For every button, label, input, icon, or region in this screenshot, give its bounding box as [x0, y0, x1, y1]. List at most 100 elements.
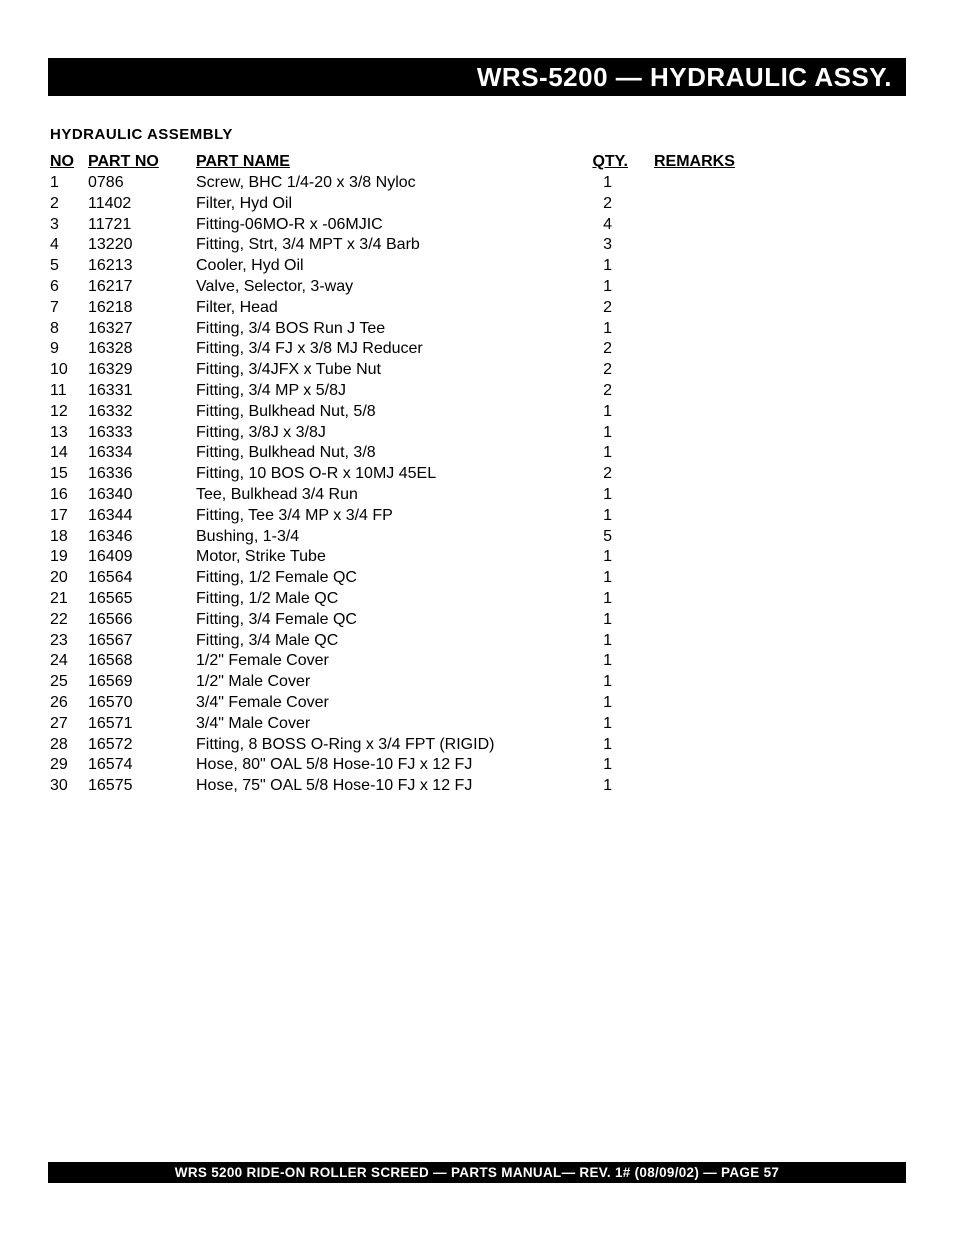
cell-no: 20: [50, 568, 88, 589]
cell-part-name: Screw, BHC 1/4-20 x 3/8 Nyloc: [196, 173, 586, 194]
cell-part-name: Fitting-06MO-R x -06MJIC: [196, 215, 586, 236]
table-header-row: NO PART NO PART NAME QTY. REMARKS: [50, 153, 908, 173]
cell-part-name: 3/4" Male Cover: [196, 714, 586, 735]
cell-qty: 2: [586, 339, 654, 360]
cell-no: 22: [50, 610, 88, 631]
cell-part-name: Fitting, 8 BOSS O-Ring x 3/4 FPT (RIGID): [196, 735, 586, 756]
cell-part-name: Valve, Selector, 3-way: [196, 277, 586, 298]
cell-remarks: [654, 589, 908, 610]
cell-part-no: 16218: [88, 298, 196, 319]
cell-no: 11: [50, 381, 88, 402]
cell-part-no: 16565: [88, 589, 196, 610]
cell-remarks: [654, 568, 908, 589]
cell-remarks: [654, 277, 908, 298]
cell-qty: 2: [586, 381, 654, 402]
cell-part-no: 0786: [88, 173, 196, 194]
cell-no: 16: [50, 485, 88, 506]
cell-qty: 1: [586, 589, 654, 610]
table-row: 27165713/4" Male Cover1: [50, 714, 908, 735]
table-row: 2216566Fitting, 3/4 Female QC1: [50, 610, 908, 631]
table-row: 311721Fitting-06MO-R x -06MJIC4: [50, 215, 908, 236]
cell-part-no: 16575: [88, 776, 196, 797]
cell-no: 18: [50, 527, 88, 548]
cell-no: 10: [50, 360, 88, 381]
cell-no: 27: [50, 714, 88, 735]
cell-remarks: [654, 547, 908, 568]
cell-part-no: 16327: [88, 319, 196, 340]
cell-remarks: [654, 194, 908, 215]
cell-remarks: [654, 485, 908, 506]
cell-part-no: 11721: [88, 215, 196, 236]
table-row: 1616340Tee, Bulkhead 3/4 Run1: [50, 485, 908, 506]
cell-qty: 2: [586, 194, 654, 215]
cell-remarks: [654, 693, 908, 714]
cell-part-name: Tee, Bulkhead 3/4 Run: [196, 485, 586, 506]
cell-part-no: 16328: [88, 339, 196, 360]
cell-part-no: 16567: [88, 631, 196, 652]
cell-no: 1: [50, 173, 88, 194]
cell-part-name: Fitting, 3/4 MP x 5/8J: [196, 381, 586, 402]
cell-part-no: 16332: [88, 402, 196, 423]
table-row: 916328Fitting, 3/4 FJ x 3/8 MJ Reducer2: [50, 339, 908, 360]
cell-qty: 5: [586, 527, 654, 548]
table-row: 616217Valve, Selector, 3-way1: [50, 277, 908, 298]
cell-part-no: 16571: [88, 714, 196, 735]
cell-no: 30: [50, 776, 88, 797]
cell-qty: 1: [586, 735, 654, 756]
cell-qty: 1: [586, 547, 654, 568]
cell-part-name: Fitting, Strt, 3/4 MPT x 3/4 Barb: [196, 235, 586, 256]
cell-qty: 1: [586, 651, 654, 672]
cell-qty: 1: [586, 256, 654, 277]
cell-part-no: 16334: [88, 443, 196, 464]
cell-no: 24: [50, 651, 88, 672]
cell-qty: 2: [586, 360, 654, 381]
col-header-name: PART NAME: [196, 153, 586, 173]
cell-remarks: [654, 651, 908, 672]
cell-qty: 3: [586, 235, 654, 256]
cell-remarks: [654, 381, 908, 402]
table-row: 1116331Fitting, 3/4 MP x 5/8J2: [50, 381, 908, 402]
cell-part-no: 16564: [88, 568, 196, 589]
cell-no: 9: [50, 339, 88, 360]
cell-no: 21: [50, 589, 88, 610]
table-row: 2016564Fitting, 1/2 Female QC1: [50, 568, 908, 589]
cell-part-no: 16570: [88, 693, 196, 714]
cell-remarks: [654, 402, 908, 423]
title-bar: WRS-5200 — HYDRAULIC ASSY.: [48, 58, 906, 96]
table-row: 25165691/2" Male Cover1: [50, 672, 908, 693]
cell-qty: 1: [586, 402, 654, 423]
cell-part-name: Hose, 75" OAL 5/8 Hose-10 FJ x 12 FJ: [196, 776, 586, 797]
cell-remarks: [654, 506, 908, 527]
table-row: 1716344Fitting, Tee 3/4 MP x 3/4 FP1: [50, 506, 908, 527]
cell-remarks: [654, 755, 908, 776]
cell-part-name: Filter, Hyd Oil: [196, 194, 586, 215]
cell-part-name: 1/2" Male Cover: [196, 672, 586, 693]
cell-remarks: [654, 443, 908, 464]
cell-no: 12: [50, 402, 88, 423]
table-row: 2116565Fitting, 1/2 Male QC1: [50, 589, 908, 610]
cell-qty: 1: [586, 423, 654, 444]
cell-remarks: [654, 360, 908, 381]
cell-remarks: [654, 173, 908, 194]
cell-qty: 1: [586, 755, 654, 776]
cell-part-name: Fitting, Bulkhead Nut, 5/8: [196, 402, 586, 423]
cell-part-no: 16331: [88, 381, 196, 402]
cell-part-no: 16333: [88, 423, 196, 444]
cell-no: 19: [50, 547, 88, 568]
cell-remarks: [654, 256, 908, 277]
cell-part-name: Fitting, 1/2 Male QC: [196, 589, 586, 610]
cell-qty: 1: [586, 568, 654, 589]
cell-part-no: 16346: [88, 527, 196, 548]
table-row: 716218Filter, Head2: [50, 298, 908, 319]
table-row: 1916409Motor, Strike Tube1: [50, 547, 908, 568]
cell-part-name: Fitting, 3/8J x 3/8J: [196, 423, 586, 444]
cell-part-name: Fitting, Tee 3/4 MP x 3/4 FP: [196, 506, 586, 527]
cell-qty: 2: [586, 464, 654, 485]
cell-qty: 1: [586, 672, 654, 693]
cell-part-name: Bushing, 1-3/4: [196, 527, 586, 548]
cell-remarks: [654, 672, 908, 693]
table-row: 413220Fitting, Strt, 3/4 MPT x 3/4 Barb3: [50, 235, 908, 256]
cell-part-name: Fitting, 10 BOS O-R x 10MJ 45EL: [196, 464, 586, 485]
footer-bar: WRS 5200 RIDE-ON ROLLER SCREED — PARTS M…: [48, 1162, 906, 1183]
cell-part-name: 3/4" Female Cover: [196, 693, 586, 714]
